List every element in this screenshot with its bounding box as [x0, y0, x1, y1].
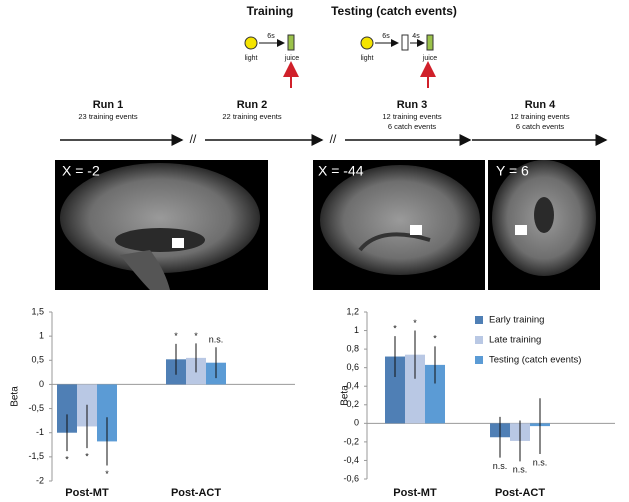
x-tick-label: Post-ACT: [495, 487, 545, 499]
run-name: Run 3: [397, 99, 428, 111]
delay-label: 4s: [412, 33, 420, 40]
significance-label: n.s.: [209, 335, 224, 345]
brain-image: X = -44: [313, 160, 485, 290]
image-label: Y = 6: [496, 163, 529, 179]
x-tick-label: Post-MT: [65, 487, 109, 499]
delay-label: 6s: [267, 33, 275, 40]
testing-title: Testing (catch events): [331, 4, 457, 18]
juice-label: juice: [422, 55, 438, 62]
legend-swatch: [475, 316, 483, 324]
y-axis-label: Beta: [10, 386, 21, 407]
juice-label: juice: [284, 55, 300, 62]
bar: [385, 356, 405, 424]
bar: [425, 364, 445, 424]
y-tick-label: -0,6: [343, 473, 359, 483]
juice-icon: [426, 34, 434, 51]
y-tick-label: -0,5: [28, 403, 44, 413]
charts: -2 -1,5 -1 -0,5 0 0,5 1 1,5 Beta Post-MT * * * Post-A…: [10, 306, 615, 499]
y-tick-label: 0: [354, 418, 359, 428]
y-tick-label: 1: [354, 325, 359, 335]
break-mark: //: [330, 132, 337, 146]
y-tick-label: 0,5: [31, 355, 44, 365]
significance-label: *: [413, 318, 417, 328]
significance-label: *: [433, 334, 437, 344]
run-name: Run 1: [93, 99, 124, 111]
light-label: light: [361, 55, 374, 62]
bar: [57, 384, 77, 433]
x-tick-label: Post-ACT: [171, 487, 221, 499]
bar: [405, 354, 425, 424]
light-label: light: [245, 55, 258, 62]
legend-label: Early training: [489, 315, 544, 326]
run-events: 23 training events: [78, 112, 137, 121]
y-tick-label: 1,5: [31, 306, 44, 316]
light-icon: [244, 36, 258, 50]
run-events: 6 catch events: [388, 122, 437, 131]
bar: [97, 384, 117, 442]
y-tick-label: 0,8: [346, 343, 359, 353]
image-label: X = -2: [62, 163, 100, 179]
y-tick-label: -0,2: [343, 436, 359, 446]
y-tick-label: 0,6: [346, 362, 359, 372]
x-tick-label: Post-MT: [393, 487, 437, 499]
juice-icon: [287, 34, 295, 51]
significance-label: *: [85, 452, 89, 462]
significance-label: n.s.: [533, 457, 548, 467]
run-name: Run 4: [525, 99, 556, 111]
run-name: Run 2: [237, 99, 268, 111]
y-tick-label: 0,2: [346, 399, 359, 409]
y-tick-label: -0,4: [343, 455, 359, 465]
significance-label: *: [65, 454, 69, 464]
break-mark: //: [190, 132, 197, 146]
y-tick-label: 1: [39, 331, 44, 341]
image-label: X = -44: [318, 163, 364, 179]
y-tick-label: 1,2: [346, 306, 359, 316]
y-tick-label: -1,5: [28, 451, 44, 461]
legend-swatch: [475, 336, 483, 344]
run-events: 12 training events: [382, 112, 441, 121]
brain-image: X = -2: [55, 160, 268, 290]
run-events: 12 training events: [510, 112, 569, 121]
training-title: Training: [247, 4, 294, 18]
run-events: 22 training events: [222, 112, 281, 121]
y-tick-label: -2: [36, 475, 44, 485]
significance-label: *: [105, 469, 109, 479]
run-events: 6 catch events: [516, 122, 565, 131]
legend-swatch: [475, 356, 483, 364]
legend-label: Late training: [489, 335, 541, 346]
significance-label: n.s.: [513, 465, 528, 475]
light-icon: [360, 36, 374, 50]
legend-label: Testing (catch events): [489, 355, 581, 366]
y-axis-label: Beta: [340, 385, 351, 406]
delay-label: 6s: [382, 33, 390, 40]
significance-label: *: [174, 331, 178, 341]
significance-label: *: [393, 323, 397, 333]
catch-icon: [401, 34, 409, 51]
significance-label: *: [194, 331, 198, 341]
brain-image: Y = 6: [488, 160, 600, 290]
y-tick-label: 0: [39, 379, 44, 389]
significance-label: n.s.: [493, 461, 508, 471]
y-tick-label: -1: [36, 427, 44, 437]
y-tick-label: 0,4: [346, 381, 359, 391]
